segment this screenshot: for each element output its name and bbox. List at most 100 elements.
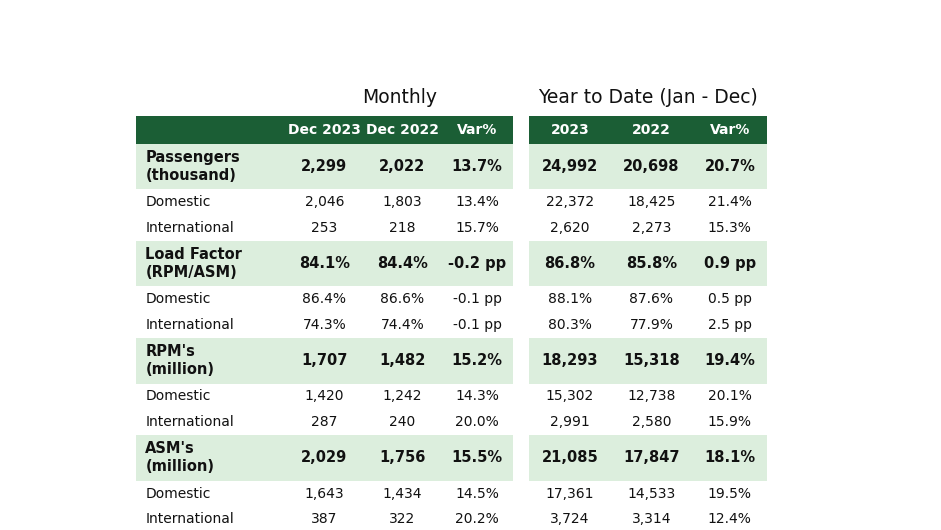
Bar — [513, 80, 529, 116]
Text: -0.2 pp: -0.2 pp — [448, 256, 506, 271]
Bar — [529, 215, 611, 241]
Text: 2,029: 2,029 — [301, 450, 347, 465]
Bar — [136, 215, 285, 241]
Text: 2,046: 2,046 — [305, 195, 344, 209]
Bar — [136, 312, 285, 338]
Bar — [136, 435, 285, 481]
Text: Domestic: Domestic — [145, 487, 211, 500]
Bar — [441, 286, 513, 312]
Text: 17,361: 17,361 — [546, 487, 594, 500]
Text: International: International — [145, 221, 234, 235]
Text: 240: 240 — [390, 415, 416, 429]
Text: 13.7%: 13.7% — [452, 159, 502, 174]
Bar — [513, 506, 529, 530]
Text: 2022: 2022 — [632, 123, 671, 137]
Bar — [611, 312, 693, 338]
Text: Domestic: Domestic — [145, 390, 211, 403]
Bar — [285, 435, 363, 481]
Text: 18,293: 18,293 — [541, 353, 598, 368]
Bar — [136, 116, 285, 144]
Bar — [363, 384, 441, 409]
Text: 19.5%: 19.5% — [708, 487, 752, 500]
Bar — [513, 481, 529, 506]
Text: 18.1%: 18.1% — [704, 450, 756, 465]
Bar — [693, 312, 768, 338]
Bar — [693, 338, 768, 384]
Bar — [285, 286, 363, 312]
Bar — [611, 144, 693, 189]
Bar — [285, 116, 363, 144]
Bar — [136, 189, 285, 215]
Text: 24,992: 24,992 — [542, 159, 598, 174]
Bar — [363, 144, 441, 189]
Bar — [513, 312, 529, 338]
Text: 15.2%: 15.2% — [452, 353, 502, 368]
Bar — [529, 312, 611, 338]
Bar — [693, 435, 768, 481]
Bar — [611, 481, 693, 506]
Text: 12.4%: 12.4% — [708, 512, 752, 526]
Text: 1,482: 1,482 — [379, 353, 425, 368]
Text: International: International — [145, 512, 234, 526]
Text: 1,420: 1,420 — [305, 390, 344, 403]
Text: 85.8%: 85.8% — [626, 256, 677, 271]
Bar — [611, 384, 693, 409]
Bar — [136, 481, 285, 506]
Text: 74.3%: 74.3% — [302, 318, 346, 332]
Bar — [136, 286, 285, 312]
Bar — [529, 116, 611, 144]
Bar — [693, 409, 768, 435]
Text: 1,803: 1,803 — [383, 195, 423, 209]
Text: 387: 387 — [311, 512, 338, 526]
Bar — [611, 506, 693, 530]
Text: 3,314: 3,314 — [631, 512, 671, 526]
Bar — [441, 144, 513, 189]
Text: 322: 322 — [390, 512, 416, 526]
Bar — [513, 435, 529, 481]
Bar — [529, 435, 611, 481]
Bar — [513, 116, 529, 144]
Bar — [513, 409, 529, 435]
Text: 20.0%: 20.0% — [455, 415, 499, 429]
Text: Dec 2022: Dec 2022 — [366, 123, 439, 137]
Text: 15.5%: 15.5% — [452, 450, 502, 465]
Text: 2.5 pp: 2.5 pp — [708, 318, 752, 332]
Bar — [693, 286, 768, 312]
Text: 287: 287 — [311, 415, 338, 429]
Bar — [285, 409, 363, 435]
Text: Load Factor
(RPM/ASM): Load Factor (RPM/ASM) — [145, 247, 242, 280]
Bar — [529, 481, 611, 506]
Bar — [529, 189, 611, 215]
Text: 15,302: 15,302 — [546, 390, 594, 403]
Text: 21,085: 21,085 — [541, 450, 598, 465]
Bar — [513, 338, 529, 384]
Bar — [363, 481, 441, 506]
Text: 253: 253 — [311, 221, 338, 235]
Text: 80.3%: 80.3% — [548, 318, 592, 332]
Text: 15,318: 15,318 — [623, 353, 679, 368]
Bar — [136, 338, 285, 384]
Text: 1,242: 1,242 — [383, 390, 423, 403]
Bar — [529, 80, 768, 116]
Bar — [611, 409, 693, 435]
Bar — [611, 116, 693, 144]
Bar — [285, 506, 363, 530]
Text: 86.4%: 86.4% — [302, 292, 346, 306]
Text: International: International — [145, 318, 234, 332]
Text: 2023: 2023 — [550, 123, 589, 137]
Text: Passengers
(thousand): Passengers (thousand) — [145, 150, 240, 183]
Text: RPM's
(million): RPM's (million) — [145, 344, 215, 377]
Bar — [136, 144, 285, 189]
Text: Year to Date (Jan - Dec): Year to Date (Jan - Dec) — [538, 89, 758, 108]
Text: Monthly: Monthly — [361, 89, 437, 108]
Bar — [285, 189, 363, 215]
Bar — [285, 481, 363, 506]
Bar — [513, 286, 529, 312]
Bar — [693, 189, 768, 215]
Text: 15.9%: 15.9% — [708, 415, 752, 429]
Bar — [529, 144, 611, 189]
Text: 1,434: 1,434 — [383, 487, 423, 500]
Bar — [513, 241, 529, 286]
Bar — [441, 338, 513, 384]
Text: 2,273: 2,273 — [631, 221, 671, 235]
